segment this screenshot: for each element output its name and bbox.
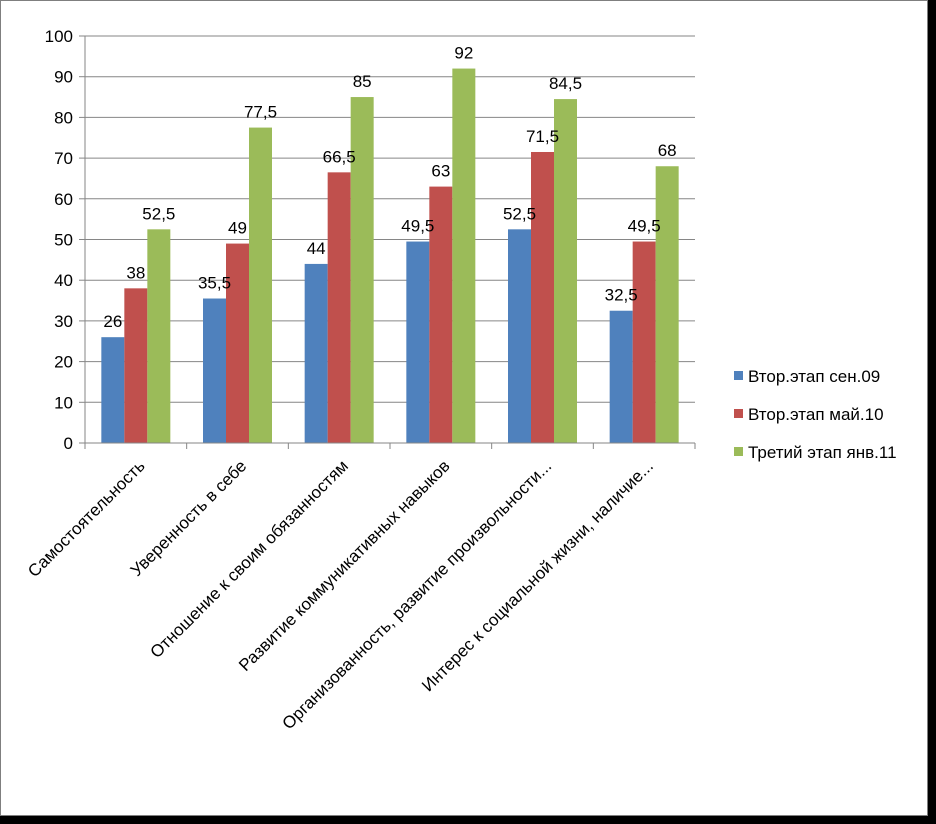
data-label: 38 <box>126 263 145 282</box>
bar <box>124 288 148 443</box>
y-tick-label: 90 <box>54 68 73 87</box>
bar <box>554 99 577 444</box>
legend-label: Третий этап янв.11 <box>748 443 897 462</box>
legend-label: Втор.этап сен.09 <box>748 367 880 386</box>
bar <box>327 172 351 443</box>
data-label: 66,5 <box>323 147 356 166</box>
data-label: 52,5 <box>142 204 175 223</box>
data-label: 44 <box>307 239 326 258</box>
data-label: 92 <box>454 44 473 63</box>
y-tick-label: 80 <box>54 108 73 127</box>
bar <box>350 97 374 444</box>
bar <box>226 243 249 443</box>
y-tick-label: 20 <box>54 353 73 372</box>
gridlines <box>85 35 695 403</box>
data-label: 84,5 <box>549 74 582 93</box>
data-label: 71,5 <box>526 127 559 146</box>
data-label: 68 <box>658 141 677 160</box>
bars <box>101 68 679 444</box>
bar-chart: 0 10 20 30 40 50 60 70 80 90 100 26 38 52,5 35,5 49 77,… <box>24 27 897 733</box>
data-label: 63 <box>431 162 450 181</box>
data-labels: 26 38 52,5 35,5 49 77,5 44 66,5 85 49,5 63 92 52,5 71… <box>103 44 676 332</box>
y-tick-label: 10 <box>54 393 73 412</box>
data-label: 32,5 <box>605 286 638 305</box>
y-tick-label: 100 <box>45 27 73 46</box>
legend-swatch <box>734 409 743 418</box>
legend-swatch <box>734 447 743 456</box>
bar <box>304 263 328 443</box>
data-label: 49,5 <box>628 217 661 236</box>
category-label: Интерес к социальной жизни, наличие... <box>418 456 657 695</box>
y-tick-label: 60 <box>54 190 73 209</box>
data-label: 49 <box>228 219 247 238</box>
bar <box>101 337 125 443</box>
legend: Втор.этап сен.09 Втор.этап май.10 Третий э… <box>734 367 897 462</box>
y-tick-label: 30 <box>54 312 73 331</box>
data-label: 85 <box>353 72 372 91</box>
data-label: 49,5 <box>401 217 434 236</box>
data-label: 77,5 <box>244 103 277 122</box>
data-label: 26 <box>103 312 122 331</box>
bar <box>508 229 531 443</box>
data-label: 35,5 <box>198 274 231 293</box>
bar <box>429 186 453 443</box>
bar <box>147 229 171 443</box>
bar <box>249 127 272 443</box>
y-tick-labels: 0 10 20 30 40 50 60 70 80 90 100 <box>45 27 73 453</box>
legend-label: Втор.этап май.10 <box>748 405 884 424</box>
category-label: Уверенность в себе <box>127 456 251 580</box>
bar <box>452 68 476 443</box>
bar <box>609 310 633 443</box>
bar <box>406 241 430 443</box>
legend-swatch <box>734 371 743 380</box>
bar <box>203 298 226 443</box>
category-label: Отношение к своим обязанностям <box>147 456 352 661</box>
data-label: 52,5 <box>503 204 536 223</box>
category-label: Развитие коммуникативных навыков <box>235 456 454 675</box>
bar <box>632 241 656 443</box>
y-tick-label: 0 <box>64 434 73 453</box>
y-tick-label: 50 <box>54 231 73 250</box>
bar <box>655 166 679 444</box>
axes <box>79 35 696 449</box>
y-tick-label: 40 <box>54 271 73 290</box>
bar <box>531 151 554 443</box>
y-tick-label: 70 <box>54 149 73 168</box>
